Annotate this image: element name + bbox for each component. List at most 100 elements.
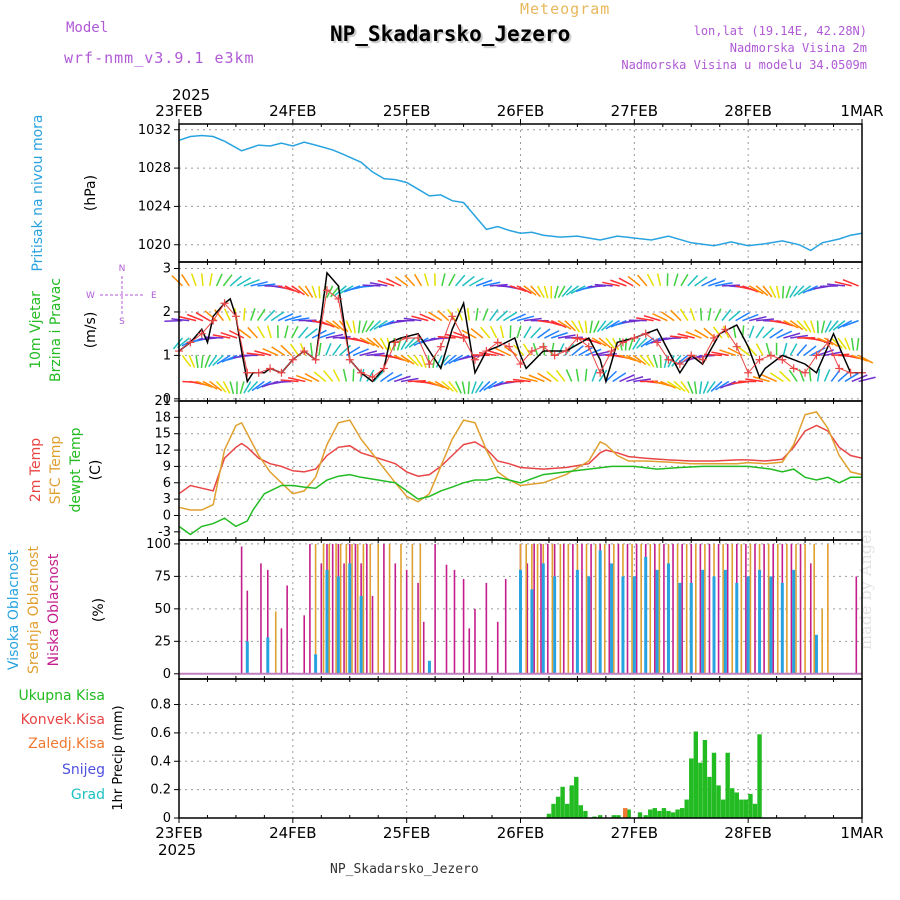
cloud-bar <box>717 543 720 674</box>
wind-vector <box>393 375 411 383</box>
wind-vector <box>503 345 518 357</box>
precip-bar <box>574 776 579 818</box>
wind-vector <box>407 354 419 367</box>
x-tick-label-top: 28FEB <box>724 102 771 120</box>
wind-vector <box>769 372 784 383</box>
wind-speed-marker <box>778 355 787 364</box>
wind-vector <box>369 320 382 332</box>
precip-bar <box>666 810 671 818</box>
cloud-bar <box>434 543 436 674</box>
wind-vector <box>673 380 686 393</box>
wind-vector <box>636 337 648 349</box>
cloud-axis-title-3: Niska Oblacnost <box>46 553 62 666</box>
cloud-bar <box>536 543 539 674</box>
cloud-bar <box>769 576 773 674</box>
wind-vector <box>605 319 620 330</box>
wind-speed-marker <box>618 338 627 347</box>
wind-vector <box>842 278 859 287</box>
wind-vector <box>598 369 608 382</box>
cloud-axis-title-1: Visoka Oblacnost <box>6 549 22 670</box>
wind-vector <box>420 355 427 368</box>
wind-vector <box>262 348 279 357</box>
wind-speed-marker <box>459 334 468 343</box>
wind-vector <box>365 320 375 333</box>
wind-vector <box>229 381 235 395</box>
cloud-bar <box>799 543 802 674</box>
year-label-top: 2025 <box>172 86 210 104</box>
wind-vector <box>765 342 771 356</box>
cloud-bar <box>411 543 414 674</box>
precip-bar <box>597 815 603 818</box>
wind-vector <box>776 330 793 339</box>
wind-vector <box>742 285 759 293</box>
cloud-bar <box>809 563 812 674</box>
wind-vector <box>832 320 846 331</box>
cloud-bar <box>348 563 352 674</box>
wind-vector <box>680 273 689 287</box>
wind-speed-marker <box>539 342 548 351</box>
model-name: wrf-nmm_v3.9.1 e3km <box>64 49 255 67</box>
wind-vector <box>719 349 736 357</box>
wind-vector <box>403 317 422 322</box>
x-tick-label-bottom: 25FEB <box>383 824 430 842</box>
compass-south: S <box>119 317 125 327</box>
wind-speed-marker <box>653 338 662 347</box>
wind-speed-marker <box>584 342 593 351</box>
wind-vector <box>318 331 336 339</box>
cloud-bar <box>525 543 527 674</box>
compass-north: N <box>119 264 126 274</box>
wind-vector <box>669 335 688 339</box>
wind-vector <box>593 320 600 333</box>
compass-west: W <box>86 291 95 301</box>
cloud-bar <box>246 590 249 674</box>
wind-vector <box>544 330 560 339</box>
wind-vector <box>212 334 231 339</box>
wind-speed-marker <box>641 329 650 338</box>
wind-vector <box>823 369 831 382</box>
x-tick-label-top: 27FEB <box>611 102 658 120</box>
cloud-bar <box>369 543 372 674</box>
wind-vector <box>291 285 305 296</box>
precip-bar <box>652 808 658 818</box>
wind-ytick-label: 1 <box>163 348 171 363</box>
wind-vector <box>202 380 218 390</box>
wind-vector <box>246 352 265 357</box>
wind-vector <box>247 380 259 393</box>
cloud-bar <box>726 543 729 674</box>
wind-vector <box>671 354 682 367</box>
wind-speed-marker <box>345 355 354 364</box>
wind-vector <box>858 354 874 364</box>
precip-bar <box>748 793 753 818</box>
wind-vector <box>512 378 531 383</box>
wind-vector <box>509 313 526 322</box>
wind-speed-marker <box>721 325 730 334</box>
wind-vector <box>637 274 648 287</box>
wind-vector <box>830 369 841 382</box>
precip-bar <box>564 803 570 818</box>
cloud-bar <box>767 543 770 674</box>
wind-vector <box>564 320 576 332</box>
wind-vector <box>204 355 211 368</box>
cloud-bar <box>504 578 507 674</box>
wind-vector <box>694 276 708 287</box>
precip-bar <box>643 815 648 818</box>
cloud-bar <box>559 543 562 674</box>
wind-vector <box>455 274 466 287</box>
wind-speed-marker <box>732 342 741 351</box>
cloud-bar <box>632 576 636 674</box>
wind-vector <box>352 320 356 334</box>
cloud-bar <box>335 543 337 674</box>
wind-vector <box>195 311 211 322</box>
cloud-bar <box>322 543 325 674</box>
wind-vector <box>594 283 613 287</box>
wind-vector <box>714 308 722 321</box>
wind-vector <box>362 284 381 287</box>
cloud-bar <box>260 563 262 674</box>
wind-speed-marker <box>322 286 331 295</box>
cloud-bar <box>453 569 456 674</box>
precip-axis-title: 1hr Precip (mm) <box>111 705 126 810</box>
wind-vector <box>589 320 593 334</box>
wind-vector <box>408 337 422 348</box>
cloud-bar <box>813 543 815 674</box>
